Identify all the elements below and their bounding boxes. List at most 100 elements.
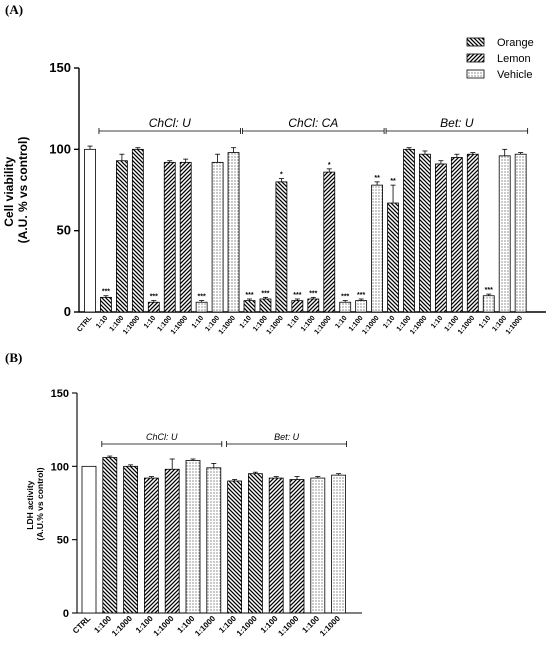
chart-a-bar xyxy=(419,153,431,313)
legend-label-orange: Orange xyxy=(497,37,534,49)
chart-a-ylabel-line-1: Cell viability xyxy=(2,156,16,226)
chart-a-xtick-label: 1:10 xyxy=(239,315,253,330)
chart-b-bar xyxy=(81,465,97,614)
chart-a-xtick-label: 1:1000 xyxy=(122,315,141,336)
chart-b-bar xyxy=(227,480,243,614)
chart-a-ytick-label: 150 xyxy=(49,60,71,75)
chart-b-ytick-label: 150 xyxy=(51,388,69,400)
legend-item-orange: Orange xyxy=(466,37,534,49)
chart-b-bar xyxy=(206,467,222,614)
chart-a-significance-label: ** xyxy=(390,178,396,185)
chart-a-bar xyxy=(259,298,272,313)
chart-a-xtick-label: 1:1000 xyxy=(409,315,428,336)
chart-a-significance-label: *** xyxy=(150,294,158,301)
chart-a-xtick-label: 1:1000 xyxy=(266,315,285,336)
chart-a-bar xyxy=(387,202,399,313)
chart-a-bar xyxy=(179,161,192,313)
chart-a-bar xyxy=(131,148,144,313)
chart-b-ylabel-line-2: (A.U.% vs control) xyxy=(35,467,45,540)
chart-a-xtick-label: 1:1000 xyxy=(505,315,524,336)
chart-b-bar xyxy=(123,465,138,614)
chart-a-bar xyxy=(147,301,160,313)
chart-a-bar xyxy=(339,301,352,313)
chart-a-significance-label: * xyxy=(328,162,331,169)
chart-b-ylabel: LDH activity (A.U.% vs control) xyxy=(25,467,45,540)
chart-a-ytick-label: 0 xyxy=(64,304,71,319)
chart-a-bar xyxy=(355,300,368,313)
chart-a-significance-label: *** xyxy=(357,292,365,299)
chart-a-xtick-label: 1:10 xyxy=(143,315,157,330)
chart-a-xtick-label: 1:10 xyxy=(95,315,109,330)
chart-a-xtick-label: 1:1000 xyxy=(313,315,332,336)
chart-a-ylabel-line-2: (A.U. % vs control) xyxy=(16,137,30,244)
chart-a-significance-label: *** xyxy=(245,292,253,299)
chart-b-bar xyxy=(164,468,180,614)
chart-a-group-label: ChCl: U xyxy=(149,116,191,130)
chart-a-group-label: Bet: U xyxy=(440,116,474,130)
chart-b-bar xyxy=(185,460,201,614)
chart-a-bar xyxy=(403,148,415,313)
chart-b-group-label: ChCl: U xyxy=(146,432,178,442)
chart-b-ytick-label: 100 xyxy=(51,461,69,473)
chart-a-bar xyxy=(100,296,112,313)
chart-a-significance-label: ** xyxy=(374,175,380,182)
chart-a-bar xyxy=(291,300,304,313)
chart-a-xtick-label: 1:10 xyxy=(191,315,205,330)
chart-b-xtick-label: 1:1000 xyxy=(193,614,217,638)
chart-a-bar xyxy=(116,160,128,313)
chart-a-bar xyxy=(307,298,320,313)
chart-a-significance-label: *** xyxy=(102,289,110,296)
chart-a-ytick-label: 100 xyxy=(49,141,71,156)
chart-b-xtick-label: 1:1000 xyxy=(318,614,342,638)
legend-swatch-orange xyxy=(466,37,485,47)
chart-a-xtick-label: CTRL xyxy=(76,314,94,333)
chart-a-ylabel: Cell viability (A.U. % vs control) xyxy=(2,137,30,244)
chart-b-xtick-label: 1:1000 xyxy=(235,614,259,638)
legend-swatch-vehicle xyxy=(466,69,485,79)
chart-a-xtick-label: 1:1000 xyxy=(457,315,476,336)
chart-a-bar xyxy=(195,301,208,313)
chart-a-bar xyxy=(275,181,288,313)
chart-a-bar xyxy=(371,184,384,313)
chart-a-bar xyxy=(84,148,96,313)
chart-a-ytick-label: 50 xyxy=(57,223,71,238)
legend-swatch-lemon xyxy=(466,53,485,63)
chart-a-xtick-label: 1:10 xyxy=(430,315,444,330)
chart-b-bar xyxy=(143,477,159,614)
chart-b-ldh-activity: LDH activity (A.U.% vs control) 0 50 100 15… xyxy=(25,388,362,638)
chart-a-bar xyxy=(211,161,224,313)
chart-a-bar xyxy=(466,153,479,313)
chart-a-bar xyxy=(498,155,511,313)
panel-label-a: (A) xyxy=(5,2,23,17)
chart-b-bar xyxy=(102,457,118,614)
chart-b-xtick-label: 1:1000 xyxy=(276,614,300,638)
chart-a-bar xyxy=(482,295,495,313)
chart-a-significance-label: * xyxy=(280,172,283,179)
chart-a-significance-label: *** xyxy=(198,294,206,301)
chart-a-bar xyxy=(514,153,527,313)
chart-b-bar xyxy=(268,477,284,614)
chart-a-group-label: ChCl: CA xyxy=(288,116,338,130)
chart-b-bar xyxy=(310,477,326,614)
chart-a-significance-label: *** xyxy=(485,287,493,294)
chart-a-bar xyxy=(323,171,336,313)
chart-a-xtick-label: 1:1000 xyxy=(218,315,237,336)
chart-a-significance-label: *** xyxy=(261,290,269,297)
chart-a-bar xyxy=(450,157,463,313)
chart-b-ytick-label: 50 xyxy=(57,535,69,547)
chart-a-xtick-label: 1:1000 xyxy=(361,315,380,336)
chart-a-bar xyxy=(434,163,447,313)
chart-b-xtick-label: CTRL xyxy=(71,614,93,636)
legend-label-lemon: Lemon xyxy=(497,53,531,65)
chart-a-cell-viability: Cell viability (A.U. % vs control) 0 50 10… xyxy=(2,60,546,336)
panel-label-b: (B) xyxy=(5,350,22,365)
chart-a-significance-label: *** xyxy=(341,294,349,301)
chart-a-xtick-label: 1:10 xyxy=(382,315,396,330)
chart-b-ytick-label: 0 xyxy=(63,608,69,620)
chart-b-bar xyxy=(247,473,263,614)
chart-a-significance-label: *** xyxy=(309,290,317,297)
chart-a-significance-label: *** xyxy=(293,292,301,299)
legend: Orange Lemon Vehicle xyxy=(466,37,534,81)
chart-b-bar xyxy=(289,479,305,614)
